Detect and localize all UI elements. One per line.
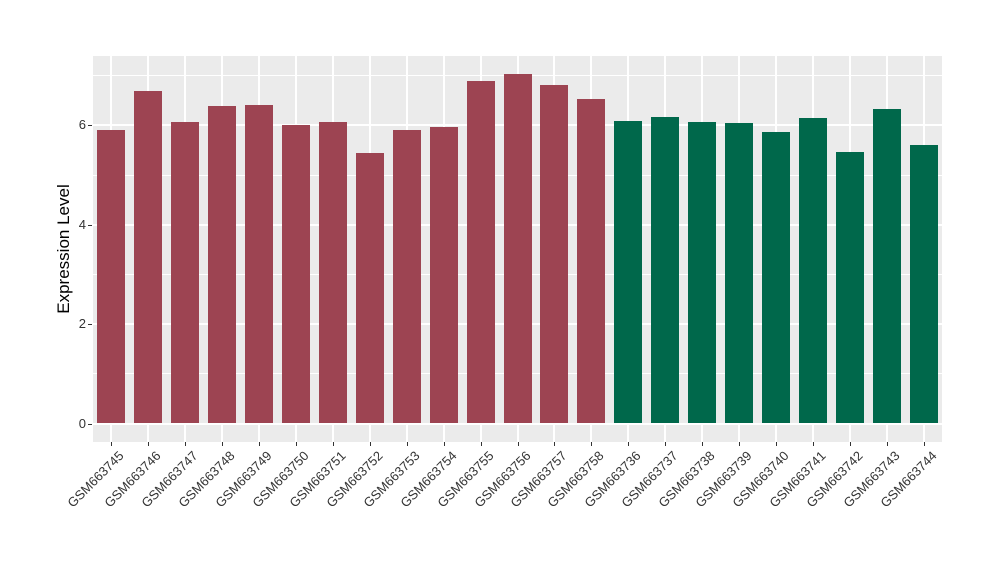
bar xyxy=(872,109,901,424)
y-tick-mark xyxy=(88,423,92,425)
x-tick-mark xyxy=(517,442,519,446)
x-tick-mark xyxy=(296,442,298,446)
x-tick-mark xyxy=(332,442,334,446)
x-tick-mark xyxy=(369,442,371,446)
plot-panel xyxy=(93,56,942,442)
x-tick-mark xyxy=(480,442,482,446)
bar xyxy=(466,80,495,424)
y-tick-mark xyxy=(88,224,92,226)
x-tick-mark xyxy=(222,442,224,446)
bar xyxy=(503,74,532,424)
x-tick-mark xyxy=(886,442,888,446)
bar xyxy=(614,121,643,424)
x-tick-mark xyxy=(665,442,667,446)
bar xyxy=(282,124,311,424)
x-tick-mark xyxy=(923,442,925,446)
bar xyxy=(835,152,864,424)
x-tick-mark xyxy=(849,442,851,446)
bar xyxy=(245,105,274,424)
bar xyxy=(208,106,237,424)
bar xyxy=(134,90,163,424)
y-tick-label: 6 xyxy=(78,117,86,133)
x-tick-mark xyxy=(185,442,187,446)
bar xyxy=(540,84,569,424)
y-tick-label: 4 xyxy=(78,216,86,232)
x-tick-mark xyxy=(111,442,113,446)
bar xyxy=(392,130,421,424)
y-axis-title-text: Expression Level xyxy=(54,184,73,314)
bar xyxy=(688,122,717,424)
x-tick-mark xyxy=(406,442,408,446)
y-tick-mark xyxy=(88,125,92,127)
x-tick-mark xyxy=(738,442,740,446)
bar xyxy=(724,123,753,424)
x-tick-mark xyxy=(148,442,150,446)
y-tick-label: 2 xyxy=(78,316,86,332)
bar xyxy=(355,153,384,424)
bar xyxy=(761,132,790,424)
y-tick-label: 0 xyxy=(78,415,86,431)
x-tick-mark xyxy=(554,442,556,446)
x-tick-mark xyxy=(443,442,445,446)
x-tick-mark xyxy=(259,442,261,446)
x-tick-mark xyxy=(628,442,630,446)
x-tick-mark xyxy=(591,442,593,446)
bar xyxy=(798,118,827,424)
x-tick-mark xyxy=(812,442,814,446)
x-tick-mark xyxy=(775,442,777,446)
bar xyxy=(318,121,347,424)
bar xyxy=(909,145,938,424)
bar xyxy=(577,99,606,424)
bar xyxy=(651,116,680,424)
x-tick-mark xyxy=(702,442,704,446)
bar xyxy=(429,126,458,424)
y-tick-mark xyxy=(88,324,92,326)
bar xyxy=(171,122,200,424)
bar xyxy=(97,130,126,424)
